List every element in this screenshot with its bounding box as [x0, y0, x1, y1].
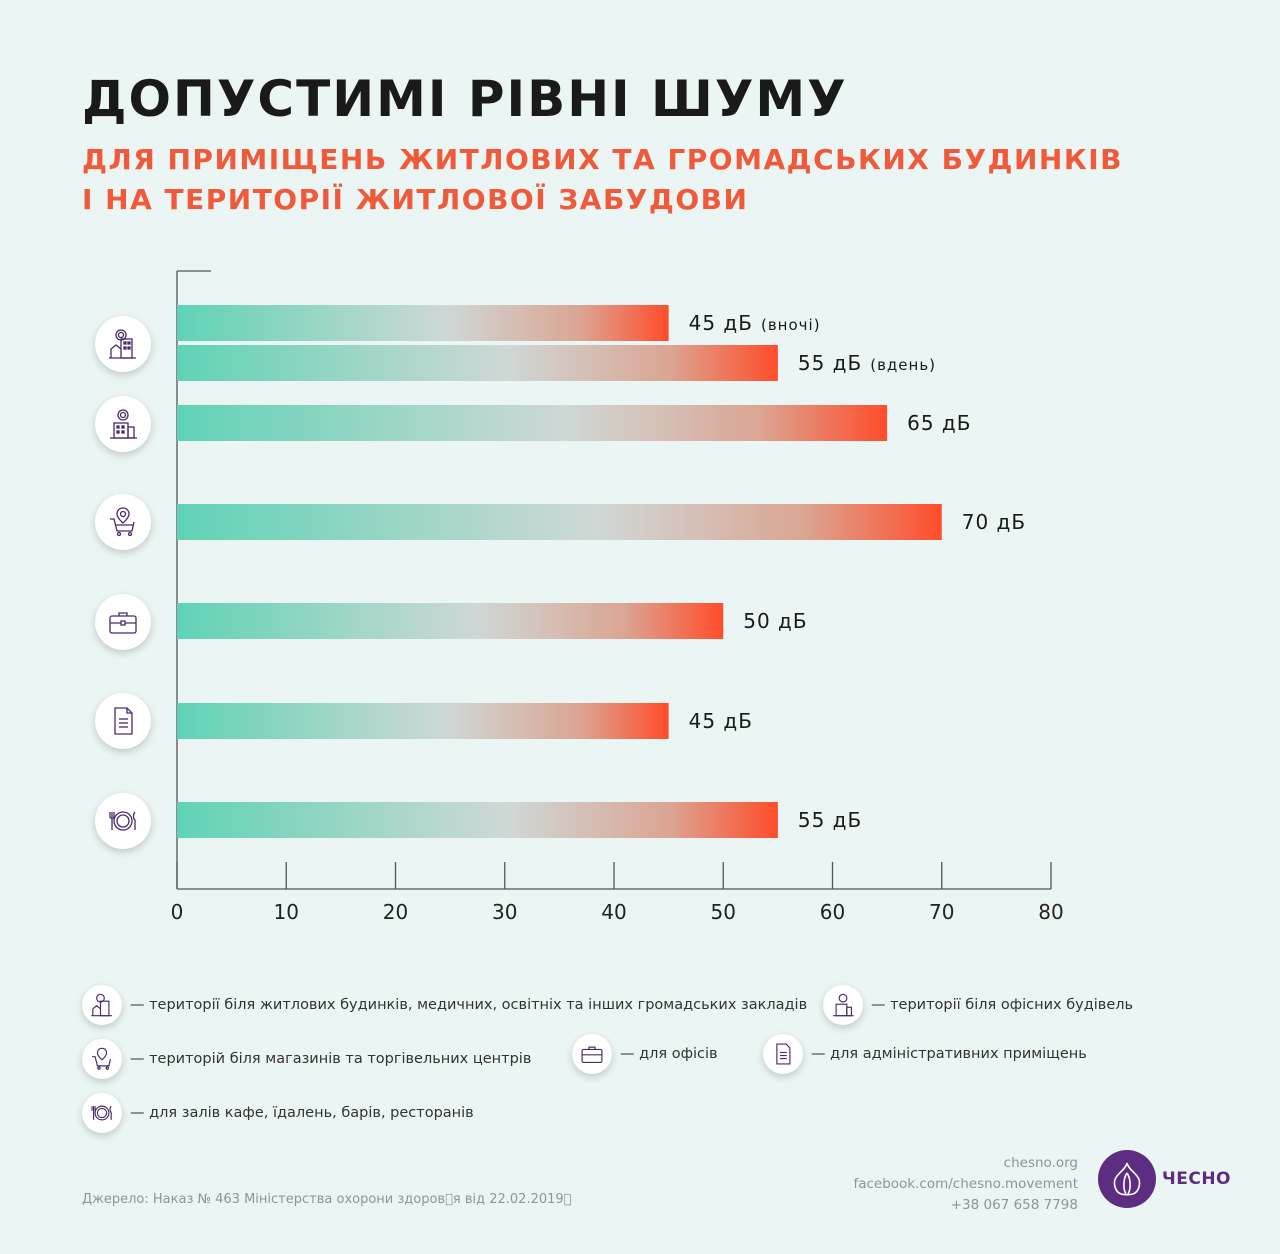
bar-value-label: 55 дБ (вдень) [798, 351, 936, 375]
logo-text: ЧЕСНО [1162, 1169, 1232, 1189]
legend-offices-text: — для офісів [620, 1046, 718, 1062]
bar-offices [177, 603, 724, 639]
legend-residential: — території біля житлових будинків, меди… [82, 985, 807, 1025]
x-tick-label: 70 [929, 900, 954, 924]
noise-level-chart: 0 10 20 30 40 50 60 70 80 45 дБ (вночі) 55 дБ (вден… [171, 270, 1064, 924]
residential-building-icon [82, 985, 122, 1025]
page-title: ДОПУСТИМІ РІВНІ ШУМУ [82, 70, 848, 128]
x-tick-label: 0 [171, 900, 184, 924]
bar-value-label: 65 дБ [907, 411, 971, 435]
subtitle-line-1: ДЛЯ ПРИМІЩЕНЬ ЖИТЛОВИХ ТА ГРОМАДСЬКИХ БУ… [82, 143, 1124, 176]
bar-value-label: 45 дБ [689, 709, 753, 733]
residential-building-icon [95, 316, 151, 372]
plate-cutlery-icon [95, 793, 151, 849]
facebook-link[interactable]: facebook.com/chesno.movement [853, 1176, 1078, 1192]
legend-office-buildings-text: — території біля офісних будівель [871, 997, 1134, 1013]
legend-residential-text: — території біля житлових будинків, меди… [130, 997, 808, 1013]
bar-offices-territory [177, 405, 888, 441]
bar-shops [177, 504, 942, 540]
x-tick-label: 80 [1038, 900, 1063, 924]
legend-cafes: — для залів кафе, їдалень, барів, рестор… [82, 1093, 474, 1133]
bar-administrative [177, 703, 669, 739]
bar-value-label: 70 дБ [962, 510, 1026, 534]
legend-office-buildings: — території біля офісних будівель [823, 985, 1133, 1025]
document-icon [95, 693, 151, 749]
bar-residential [177, 345, 778, 381]
office-building-icon [95, 396, 151, 452]
plate-cutlery-icon [82, 1093, 122, 1133]
chart-axes: 0 10 20 30 40 50 60 70 80 [171, 270, 1064, 924]
x-tick-label: 50 [711, 900, 736, 924]
shopping-cart-icon [82, 1039, 122, 1079]
bar-cafes [177, 802, 778, 838]
briefcase-icon [572, 1034, 612, 1074]
bar-value-label: 45 дБ (вночі) [689, 311, 821, 335]
chesno-logo: ЧЕСНО [1098, 1150, 1231, 1208]
chart-value-labels: 45 дБ (вночі) 55 дБ (вдень) 65 дБ 70 дБ 50 дБ 4… [689, 311, 1026, 832]
site-link[interactable]: chesno.org [1003, 1155, 1078, 1171]
chart-bars [177, 305, 942, 838]
x-tick-label: 40 [601, 900, 626, 924]
garlic-logo-icon [1098, 1150, 1156, 1208]
briefcase-icon [95, 594, 151, 650]
phone-number: +38 067 658 7798 [950, 1197, 1078, 1213]
legend-administrative: — для адміністративних приміщень [763, 1034, 1087, 1074]
x-tick-label: 20 [383, 900, 408, 924]
x-tick-label: 10 [274, 900, 299, 924]
legend-cafes-text: — для залів кафе, їдалень, барів, рестор… [130, 1105, 474, 1121]
legend-shops-text: — територій біля магазинів та торгівельн… [130, 1051, 532, 1067]
legend-offices: — для офісів [572, 1034, 718, 1074]
page-subtitle: ДЛЯ ПРИМІЩЕНЬ ЖИТЛОВИХ ТА ГРОМАДСЬКИХ БУ… [82, 140, 1123, 220]
subtitle-line-2: І НА ТЕРИТОРІЇ ЖИТЛОВОЇ ЗАБУДОВИ [82, 183, 749, 216]
bar-value-label: 55 дБ [798, 808, 862, 832]
x-tick-label: 60 [820, 900, 845, 924]
office-building-icon [823, 985, 863, 1025]
source-note: Джерело: Наказ № 463 Міністерства охорон… [82, 1192, 572, 1207]
bar-residential [177, 305, 669, 341]
contacts: chesno.org facebook.com/chesno.movement … [853, 1153, 1078, 1216]
bar-value-label: 50 дБ [743, 609, 807, 633]
x-tick-label: 30 [492, 900, 517, 924]
legend-shops: — територій біля магазинів та торгівельн… [82, 1039, 531, 1079]
document-icon [763, 1034, 803, 1074]
shopping-cart-icon [95, 494, 151, 550]
legend-administrative-text: — для адміністративних приміщень [811, 1046, 1087, 1062]
